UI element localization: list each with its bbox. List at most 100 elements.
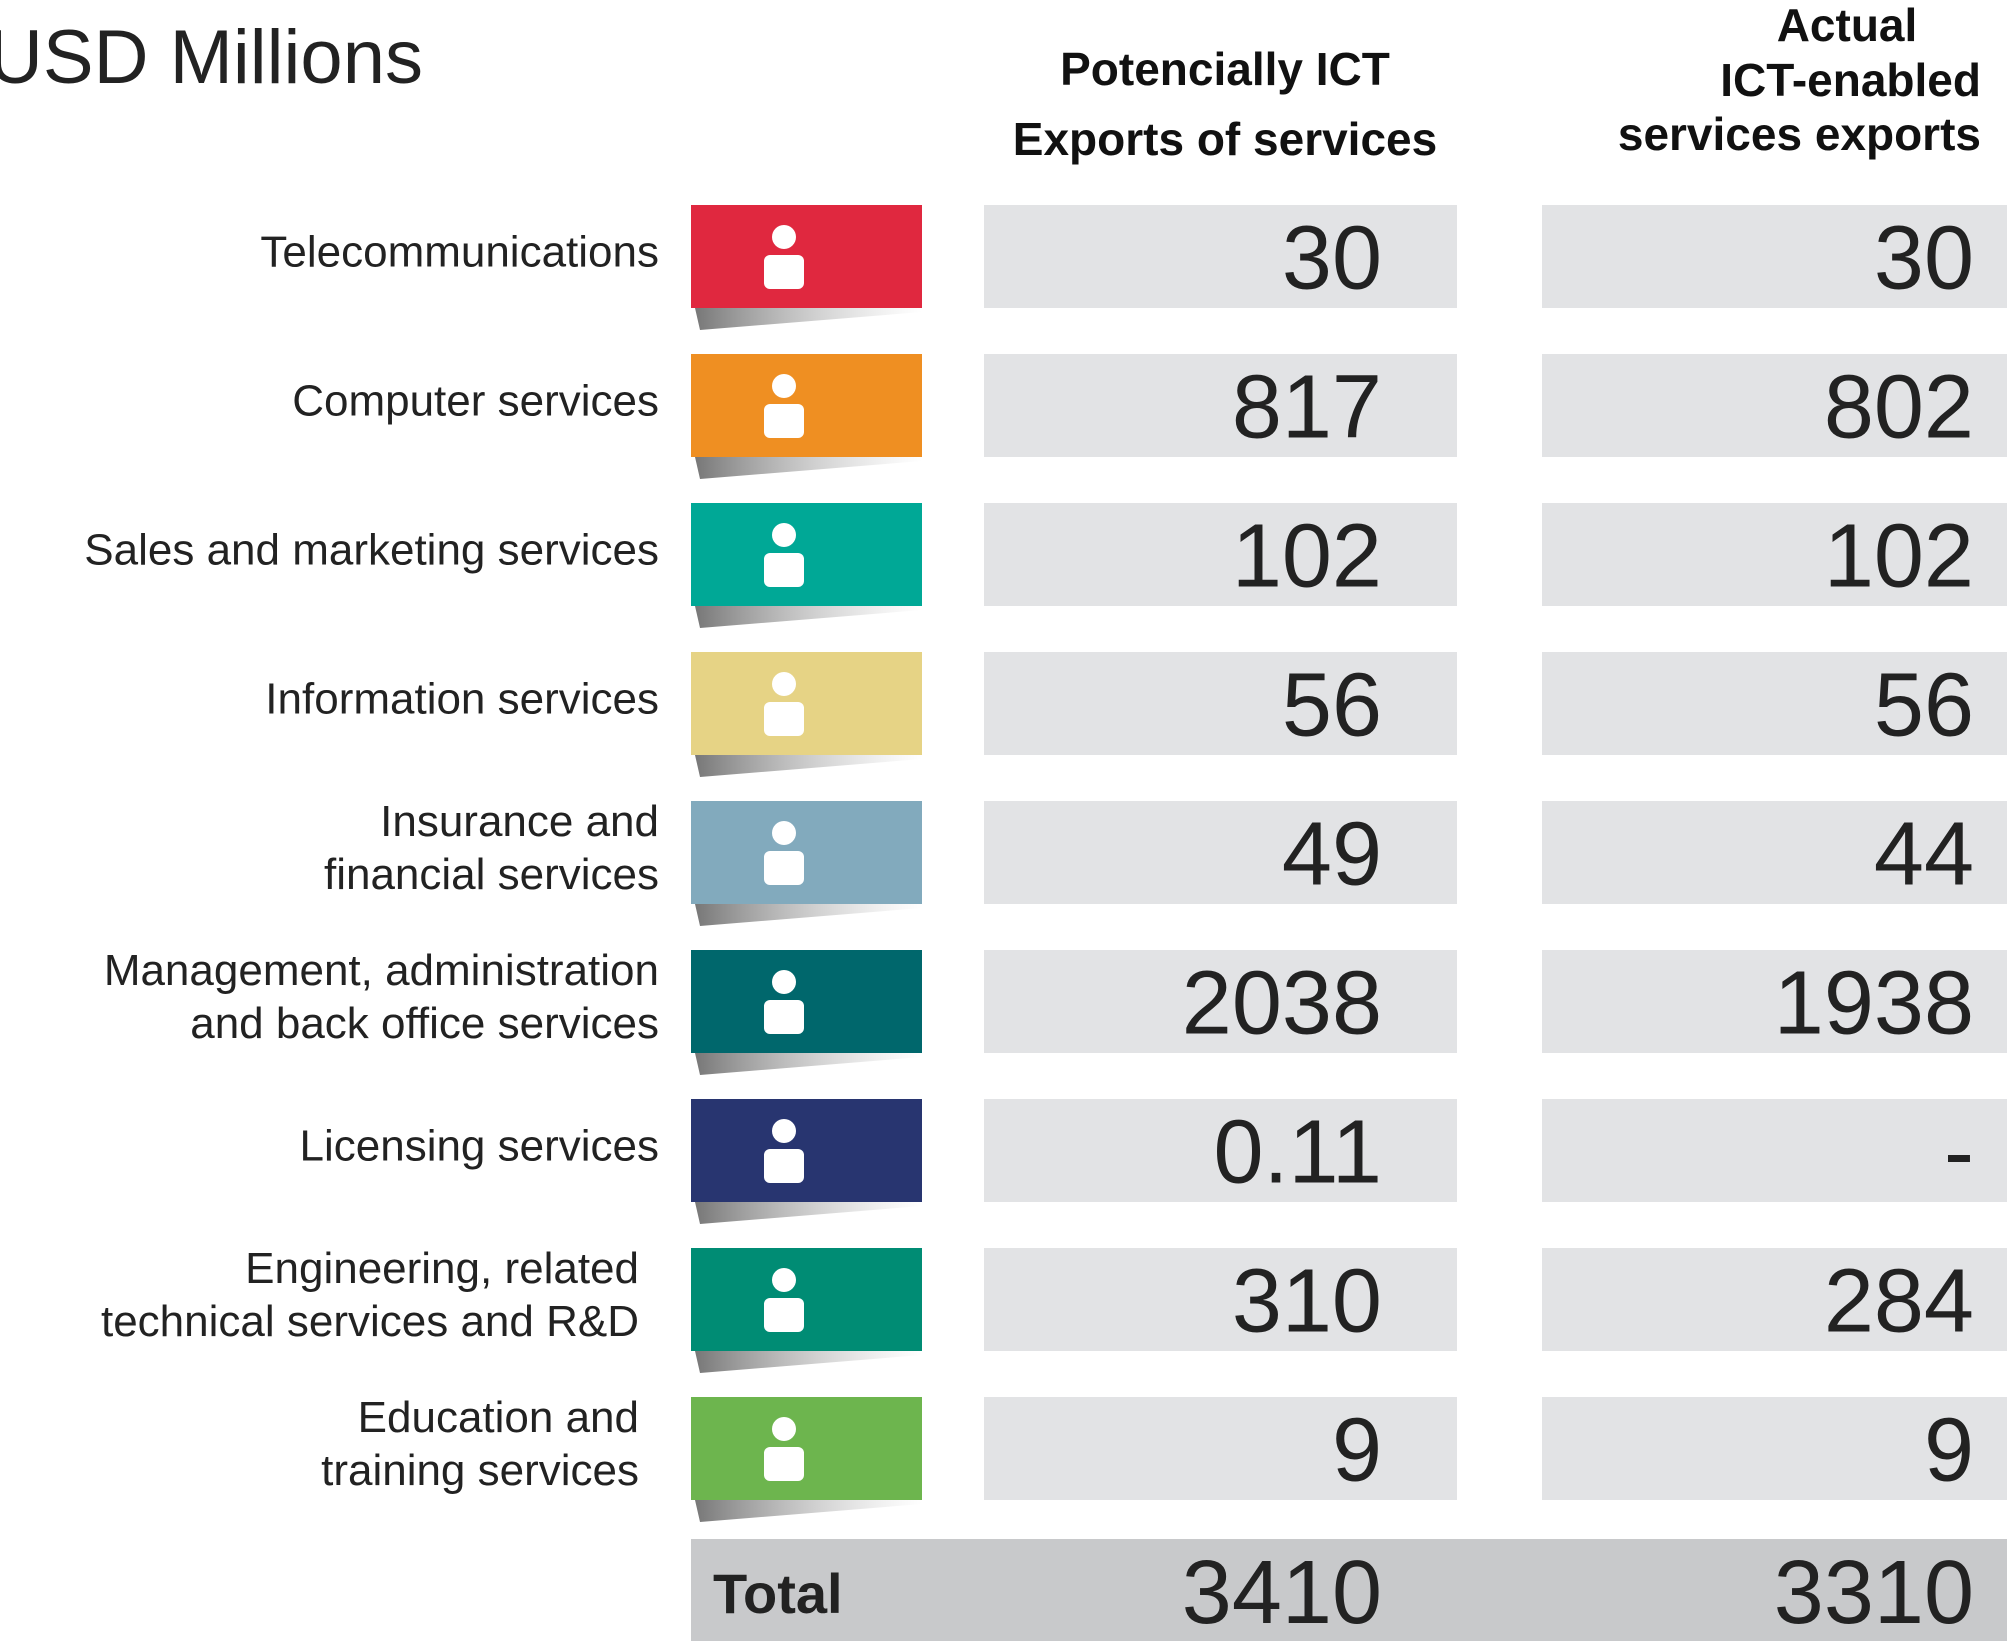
icon-part [764,702,804,736]
icon-box [691,503,922,606]
value: 102 [1232,507,1382,607]
icon-glyph [764,821,804,885]
icon-box [691,205,922,308]
total-value: 3310 [1774,1543,1974,1641]
icon-part [772,225,796,249]
icon-shadow [695,606,922,628]
row-label: Information services [265,675,659,724]
value-cell [1542,354,2007,457]
row-label: Computer services [292,377,659,426]
value-cell [1542,503,2007,606]
value-cell [984,950,1457,1053]
icon-glyph [764,225,804,289]
icon-shadow [695,904,922,926]
column-header: Actual [1777,0,1918,51]
row-label: Insurance and [380,797,659,846]
icon-shadow [695,308,922,330]
value-cell [984,1099,1457,1202]
icon-box [691,801,922,904]
icon-shadow [695,1500,922,1522]
icon-glyph [764,672,804,736]
value: 30 [1282,209,1382,309]
icon-part [772,1417,796,1441]
value-cell [1542,652,2007,755]
value: 44 [1874,805,1974,905]
value: 817 [1232,358,1382,458]
column-header: ICT-enabled [1720,54,1981,106]
value-cell [1542,1099,2007,1202]
value-cell [984,1397,1457,1500]
value-cell [984,1248,1457,1351]
icon-part [764,1447,804,1481]
value: 310 [1232,1252,1382,1352]
icon-part [764,553,804,587]
value-cell [1542,950,2007,1053]
row-label: Sales and marketing services [84,526,659,575]
icon-part [772,970,796,994]
icon-glyph [764,1119,804,1183]
column-header: Exports of services [1013,113,1437,165]
row-label: Management, administration [104,946,659,995]
icon-glyph [764,970,804,1034]
icon-part [772,374,796,398]
value: 284 [1824,1252,1974,1352]
row-label: Education and [358,1393,639,1442]
icon-glyph [764,374,804,438]
row-label: technical services and R&D [101,1297,639,1346]
icon-box [691,1248,922,1351]
value-cell [1542,205,2007,308]
icon-part [772,672,796,696]
value: - [1944,1103,1974,1203]
row-label: training services [321,1446,639,1495]
row-label: Licensing services [300,1122,660,1171]
icon-part [772,1268,796,1292]
icon-part [772,821,796,845]
value-cell [1542,801,2007,904]
icon-glyph [764,523,804,587]
value: 2038 [1182,954,1382,1054]
icon-box [691,950,922,1053]
icon-part [764,851,804,885]
icon-part [764,1000,804,1034]
column-header: Potencially ICT [1060,43,1390,95]
icon-part [764,1149,804,1183]
row-label: Telecommunications [260,228,659,277]
value-cell [984,205,1457,308]
icon-shadow [695,1053,922,1075]
row-label: financial services [324,850,659,899]
value: 30 [1874,209,1974,309]
icon-shadow [695,457,922,479]
value-cell [984,503,1457,606]
value-cell [984,354,1457,457]
icon-box [691,1099,922,1202]
value-cell [1542,1397,2007,1500]
total-band [691,1539,2007,1641]
icon-part [764,255,804,289]
value: 9 [1332,1401,1382,1501]
icon-part [764,1298,804,1332]
icon-shadow [695,755,922,777]
value: 9 [1924,1401,1974,1501]
icon-part [772,1119,796,1143]
column-header: services exports [1618,108,1981,160]
value: 0.11 [1214,1103,1383,1203]
value: 49 [1282,805,1382,905]
value: 802 [1824,358,1974,458]
value-cell [984,801,1457,904]
icon-box [691,652,922,755]
icon-shadow [695,1202,922,1224]
icon-glyph [764,1268,804,1332]
row-label: and back office services [190,999,659,1048]
value: 56 [1282,656,1382,756]
value: 102 [1824,507,1974,607]
total-value: 3410 [1182,1543,1382,1641]
icon-part [764,404,804,438]
icon-box [691,1397,922,1500]
value-cell [1542,1248,2007,1351]
icon-box [691,354,922,457]
icon-shadow [695,1351,922,1373]
value-cell [984,652,1457,755]
value: 1938 [1774,954,1974,1054]
unit-label: USD Millions [0,15,423,100]
